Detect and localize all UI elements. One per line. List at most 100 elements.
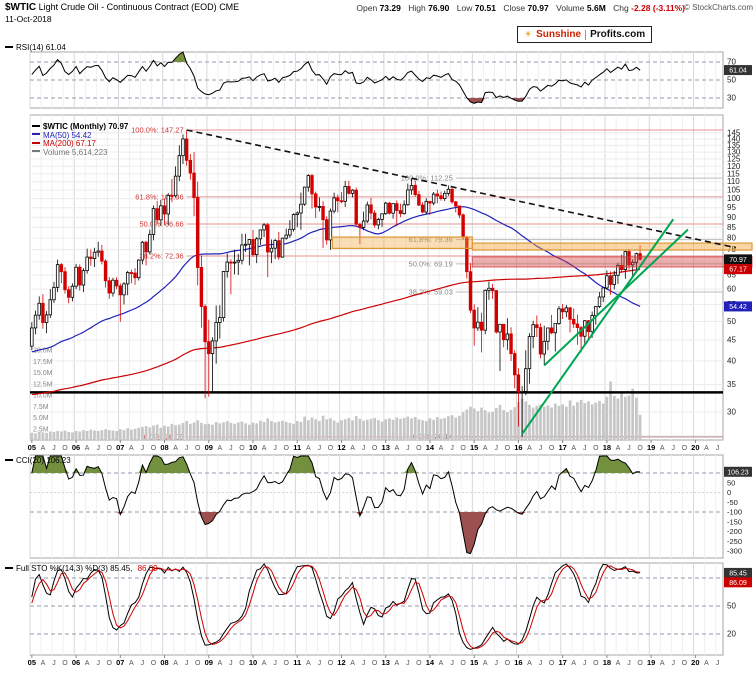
svg-text:J: J — [96, 445, 100, 452]
svg-text:16: 16 — [514, 443, 522, 452]
svg-text:A: A — [85, 445, 90, 452]
svg-text:O: O — [416, 445, 422, 452]
svg-text:-50: -50 — [727, 498, 738, 507]
svg-text:O: O — [328, 445, 334, 452]
svg-text:61.04: 61.04 — [729, 68, 747, 75]
low-label: Low — [456, 3, 473, 13]
svg-text:70: 70 — [727, 58, 736, 67]
svg-text:5.0M: 5.0M — [33, 415, 49, 422]
svg-text:J: J — [273, 445, 277, 452]
sun-icon: ☀ — [524, 29, 533, 39]
series-swatch — [32, 124, 40, 127]
copyright: © StockCharts.com — [683, 3, 753, 12]
svg-text:O: O — [505, 660, 511, 667]
legend-symbol-text: $WTIC (Monthly) 70.97 — [43, 122, 129, 131]
svg-text:140: 140 — [727, 134, 741, 143]
svg-text:86.09: 86.09 — [729, 580, 747, 587]
svg-text:17: 17 — [558, 658, 566, 667]
svg-text:38.2%: 59.03: 38.2%: 59.03 — [409, 288, 453, 297]
svg-text:J: J — [716, 660, 720, 667]
svg-text:06: 06 — [72, 658, 80, 667]
svg-text:05: 05 — [28, 658, 36, 667]
svg-text:12: 12 — [337, 443, 345, 452]
ticker-symbol: $WTIC — [5, 2, 37, 13]
svg-text:O: O — [107, 445, 113, 452]
svg-text:100.0%: 147.27: 100.0%: 147.27 — [131, 126, 184, 135]
svg-text:-300: -300 — [727, 547, 742, 556]
svg-text:J: J — [495, 660, 499, 667]
svg-text:100.0%: 112.25: 100.0%: 112.25 — [401, 174, 453, 183]
svg-text:20: 20 — [691, 443, 699, 452]
svg-text:A: A — [306, 660, 311, 667]
svg-text:O: O — [460, 445, 466, 452]
svg-text:61.8%: 100.96: 61.8%: 100.96 — [135, 192, 183, 201]
svg-text:10: 10 — [249, 443, 257, 452]
close-value: 70.97 — [527, 3, 549, 13]
svg-text:20: 20 — [691, 658, 699, 667]
quote-bar: Open 73.29 High 76.90 Low 70.51 Close 70… — [356, 3, 690, 13]
svg-text:J: J — [406, 660, 410, 667]
svg-text:60: 60 — [727, 285, 736, 294]
svg-text:17.5M: 17.5M — [33, 359, 53, 366]
legend-ma200-text: MA(200) 67.17 — [43, 139, 96, 148]
chart-title: $WTIC Light Crude Oil - Continuous Contr… — [5, 2, 239, 13]
svg-text:O: O — [637, 445, 643, 452]
svg-text:10.0M: 10.0M — [33, 393, 53, 400]
svg-text:15: 15 — [470, 443, 478, 452]
svg-text:O: O — [505, 445, 511, 452]
sunshine-profits-badge: ☀ Sunshine Profits.com — [517, 26, 653, 43]
ma50-swatch — [32, 133, 40, 136]
svg-text:07: 07 — [116, 443, 124, 452]
svg-text:A: A — [218, 660, 223, 667]
svg-text:7.5M: 7.5M — [33, 404, 49, 411]
svg-text:0: 0 — [727, 488, 731, 497]
svg-text:O: O — [549, 445, 555, 452]
svg-text:O: O — [372, 445, 378, 452]
volume-value: 5.6M — [586, 3, 606, 13]
svg-text:O: O — [372, 660, 378, 667]
svg-text:14: 14 — [426, 443, 435, 452]
svg-text:J: J — [539, 445, 543, 452]
badge-brand2: Profits.com — [590, 29, 646, 40]
svg-text:20: 20 — [727, 629, 736, 638]
svg-text:A: A — [173, 660, 178, 667]
svg-text:18: 18 — [603, 443, 611, 452]
rsi-legend: RSI(14) 61.04 — [5, 43, 66, 52]
svg-text:80: 80 — [727, 234, 736, 243]
svg-text:35: 35 — [727, 380, 736, 389]
volume-label: Volume — [556, 3, 585, 13]
svg-text:50: 50 — [727, 478, 735, 487]
svg-text:A: A — [616, 660, 621, 667]
svg-text:O: O — [62, 660, 68, 667]
svg-text:17: 17 — [558, 443, 566, 452]
svg-text:05: 05 — [28, 443, 36, 452]
svg-text:145: 145 — [727, 128, 741, 137]
svg-text:85: 85 — [727, 223, 736, 232]
svg-text:O: O — [239, 445, 245, 452]
svg-text:J: J — [583, 660, 587, 667]
svg-text:-250: -250 — [727, 537, 742, 546]
legend-ma50: MA(50) 54.42 — [32, 131, 128, 141]
svg-text:J: J — [141, 660, 145, 667]
instrument-name: Light Crude Oil - Continuous Contract (E… — [36, 2, 220, 12]
svg-text:2.5M: 2.5M — [33, 426, 49, 433]
svg-text:15.0M: 15.0M — [33, 370, 53, 377]
svg-text:120: 120 — [727, 162, 741, 171]
cci-legend-text: CCI(20) 106.23 — [16, 456, 71, 465]
svg-text:15: 15 — [470, 658, 478, 667]
svg-text:O: O — [328, 660, 334, 667]
svg-text:106.23: 106.23 — [727, 469, 749, 476]
svg-text:09: 09 — [205, 658, 213, 667]
svg-text:30: 30 — [727, 94, 736, 103]
svg-text:95: 95 — [727, 203, 736, 212]
sto-legend-k-text: Full STO %K(14,3) %D(3) 85.45, — [16, 564, 133, 573]
close-label: Close — [503, 3, 526, 13]
svg-text:08: 08 — [160, 443, 168, 452]
svg-text:11: 11 — [293, 658, 301, 667]
svg-text:A: A — [527, 445, 532, 452]
svg-text:-150: -150 — [727, 517, 742, 526]
chg-label: Chg — [613, 3, 629, 13]
svg-text:10: 10 — [249, 658, 257, 667]
svg-text:70.97: 70.97 — [729, 257, 747, 264]
